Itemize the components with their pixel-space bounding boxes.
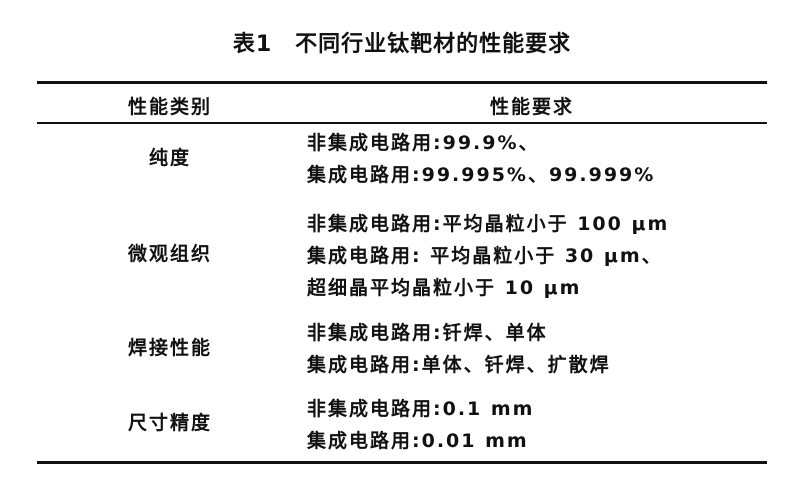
category-dimension: 尺寸精度 [127, 412, 212, 434]
requirement-line: 集成电路用:单体、钎焊、扩散焊 [307, 354, 611, 376]
requirement-dimension: 非集成电路用:0.1 mm 集成电路用:0.01 mm [307, 393, 534, 457]
bottom-rule [37, 461, 767, 464]
requirement-line: 非集成电路用:99.9%、 [307, 132, 540, 154]
category-purity: 纯度 [148, 147, 191, 169]
requirement-line: 集成电路用:0.01 mm [307, 430, 529, 452]
requirement-welding: 非集成电路用:钎焊、单体 集成电路用:单体、钎焊、扩散焊 [307, 317, 611, 381]
requirement-microstructure: 非集成电路用:平均晶粒小于 100 μm 集成电路用: 平均晶粒小于 30 μm… [307, 208, 669, 304]
requirement-line: 非集成电路用:钎焊、单体 [307, 322, 548, 344]
top-rule [37, 81, 767, 84]
requirement-line: 非集成电路用:平均晶粒小于 100 μm [307, 213, 670, 235]
category-welding: 焊接性能 [127, 337, 212, 359]
header-category: 性能类别 [127, 96, 212, 118]
header-requirement: 性能要求 [489, 96, 574, 118]
requirement-line: 超细晶平均晶粒小于 10 μm [307, 277, 582, 299]
table-title: 表1 不同行业钛靶材的性能要求 [232, 32, 572, 57]
category-microstructure: 微观组织 [127, 243, 212, 265]
requirement-line: 集成电路用: 平均晶粒小于 30 μm、 [307, 245, 663, 267]
requirement-line: 集成电路用:99.995%、99.999% [307, 164, 656, 186]
header-rule [37, 122, 767, 124]
requirement-purity: 非集成电路用:99.9%、 集成电路用:99.995%、99.999% [307, 127, 655, 191]
requirement-line: 非集成电路用:0.1 mm [307, 398, 535, 420]
